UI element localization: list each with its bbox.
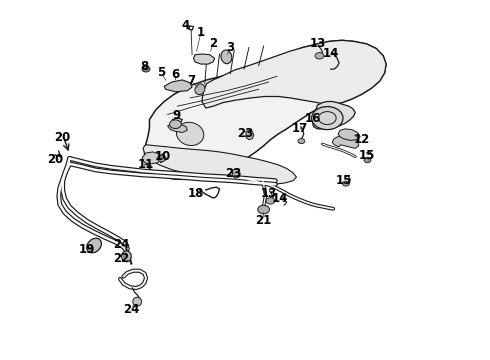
Text: 4: 4 <box>181 19 189 32</box>
Text: 14: 14 <box>322 47 339 60</box>
Text: 20: 20 <box>54 131 71 144</box>
Circle shape <box>142 66 150 72</box>
Text: 12: 12 <box>353 133 370 146</box>
Polygon shape <box>202 40 386 108</box>
Polygon shape <box>168 123 187 132</box>
Circle shape <box>266 198 275 204</box>
Text: 21: 21 <box>255 214 272 227</box>
Text: 7: 7 <box>187 75 195 87</box>
Ellipse shape <box>176 122 204 145</box>
Polygon shape <box>143 145 296 184</box>
Text: 3: 3 <box>226 41 234 54</box>
Polygon shape <box>164 80 192 92</box>
Circle shape <box>312 107 343 130</box>
Text: 2: 2 <box>209 37 217 50</box>
Polygon shape <box>338 129 360 140</box>
Text: 24: 24 <box>123 303 140 316</box>
Polygon shape <box>246 130 254 140</box>
Ellipse shape <box>221 50 232 64</box>
Text: 8: 8 <box>141 60 148 73</box>
Text: 10: 10 <box>154 150 171 163</box>
Text: 15: 15 <box>336 174 352 187</box>
Circle shape <box>343 181 349 186</box>
Circle shape <box>170 120 181 129</box>
Circle shape <box>364 158 371 163</box>
Text: 6: 6 <box>172 68 179 81</box>
Polygon shape <box>142 152 162 164</box>
Circle shape <box>157 155 166 162</box>
Text: 11: 11 <box>138 158 154 171</box>
Text: 14: 14 <box>272 192 289 205</box>
Polygon shape <box>145 40 386 179</box>
Circle shape <box>298 139 305 144</box>
Text: 9: 9 <box>172 109 180 122</box>
Text: 13: 13 <box>260 187 277 200</box>
Circle shape <box>258 205 270 214</box>
Text: 15: 15 <box>358 149 375 162</box>
Text: 23: 23 <box>237 127 253 140</box>
Polygon shape <box>332 135 359 148</box>
Text: 18: 18 <box>188 187 204 200</box>
Text: 20: 20 <box>47 153 63 166</box>
Text: 13: 13 <box>309 37 326 50</box>
Ellipse shape <box>122 251 131 262</box>
Ellipse shape <box>195 84 205 95</box>
Text: 5: 5 <box>157 66 165 78</box>
Text: 19: 19 <box>79 243 96 256</box>
Ellipse shape <box>133 297 142 306</box>
Text: 1: 1 <box>197 26 205 39</box>
Polygon shape <box>194 54 215 64</box>
Text: 22: 22 <box>113 252 130 265</box>
Ellipse shape <box>87 238 101 253</box>
Text: 17: 17 <box>292 122 308 135</box>
Polygon shape <box>232 169 240 178</box>
Text: 16: 16 <box>304 112 321 125</box>
Text: 24: 24 <box>113 238 130 251</box>
Circle shape <box>315 53 324 59</box>
Polygon shape <box>313 102 355 129</box>
Text: 23: 23 <box>224 167 241 180</box>
